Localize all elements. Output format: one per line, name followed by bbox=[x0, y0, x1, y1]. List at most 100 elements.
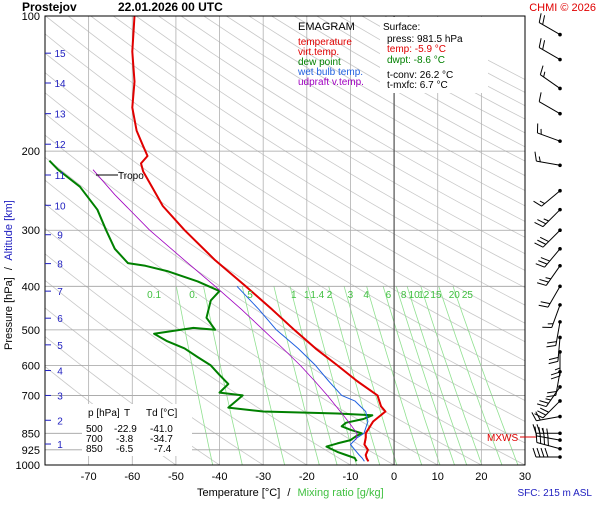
table-header-t: T bbox=[124, 408, 130, 419]
temperature-tick-label: -70 bbox=[81, 471, 97, 483]
wind-barb-full-feather bbox=[540, 237, 548, 241]
y-axis-title: Pressure [hPa] / Altitude [km] bbox=[3, 200, 15, 350]
pressure-tick-label: 500 bbox=[22, 325, 40, 337]
temperature-tick-label: -50 bbox=[168, 471, 184, 483]
wind-barb-full-feather bbox=[536, 264, 545, 267]
wind-barb-full-feather bbox=[539, 38, 541, 47]
wind-barb-full-feather bbox=[537, 283, 546, 286]
wind-barb-full-feather bbox=[548, 436, 549, 445]
wind-barb-full-feather bbox=[534, 201, 542, 206]
wind-barb-full-feather bbox=[544, 435, 545, 444]
mixing-ratio-label: 15 bbox=[430, 290, 442, 301]
altitude-tick-label: 14 bbox=[54, 79, 66, 90]
table-row-2-td: -7.4 bbox=[154, 444, 172, 455]
wind-barb-full-feather bbox=[540, 66, 543, 75]
wind-barb bbox=[537, 264, 562, 285]
wind-barb-shaft bbox=[539, 102, 560, 114]
wind-barb bbox=[535, 228, 562, 247]
wind-barb-station-dot bbox=[558, 163, 562, 167]
wind-barb-full-feather bbox=[545, 448, 548, 457]
mxws-label: MXWS bbox=[487, 433, 518, 444]
surface-height-label: SFC: 215 m ASL bbox=[518, 488, 593, 499]
wind-barb bbox=[535, 152, 562, 167]
wind-barb-full-feather bbox=[537, 220, 545, 224]
wind-barb bbox=[535, 399, 562, 418]
wind-barb bbox=[535, 208, 562, 227]
pressure-tick-label: 1000 bbox=[16, 460, 40, 472]
mixing-ratio-label: 3 bbox=[348, 290, 354, 301]
mixing-ratio-label: 0. bbox=[189, 290, 197, 301]
wind-barb-half-feather bbox=[544, 72, 545, 77]
surface-dwpt: dwpt: -8.6 °C bbox=[387, 55, 445, 66]
table-row-2-p: 850 bbox=[86, 444, 103, 455]
pressure-tick-label: 200 bbox=[22, 146, 40, 158]
wind-barb-full-feather bbox=[537, 411, 545, 415]
x-axis-separator: / bbox=[287, 487, 291, 499]
station-name: Prostejov bbox=[22, 0, 77, 14]
wind-barb-full-feather bbox=[540, 434, 541, 443]
wind-barb-station-dot bbox=[558, 303, 562, 307]
wind-barb-station-dot bbox=[558, 370, 562, 374]
wind-barb-full-feather bbox=[535, 152, 536, 161]
wind-barb-full-feather bbox=[539, 305, 548, 307]
wind-barb bbox=[534, 189, 562, 206]
wind-barb bbox=[533, 448, 562, 459]
altitude-tick-label: 15 bbox=[54, 49, 66, 60]
wind-barb-station-dot bbox=[558, 33, 562, 37]
table-header-td: Td [°C] bbox=[146, 408, 177, 419]
wind-barb-full-feather bbox=[536, 433, 537, 442]
mixing-ratio-label: 25 bbox=[462, 290, 474, 301]
wind-barb-full-feather bbox=[535, 222, 543, 226]
pressure-tick-label: 600 bbox=[22, 360, 40, 372]
wind-barb bbox=[536, 433, 562, 450]
wind-barb-full-feather bbox=[543, 40, 545, 49]
wind-barb-station-dot bbox=[558, 208, 562, 212]
sounding-datetime: 22.01.2026 00 UTC bbox=[118, 0, 223, 14]
wind-barb bbox=[539, 38, 562, 61]
wind-barb-half-feather bbox=[544, 219, 549, 221]
wind-barb-half-feather bbox=[555, 368, 560, 370]
temperature-tick-label: -40 bbox=[212, 471, 228, 483]
wind-barb-full-feather bbox=[543, 15, 545, 24]
x-axis-temperature-label: Temperature [°C] bbox=[197, 487, 280, 499]
wind-barb-station-dot bbox=[558, 87, 562, 91]
wind-barb-full-feather bbox=[539, 279, 548, 282]
wind-barb-station-dot bbox=[558, 432, 562, 436]
mixing-ratio-label: 2 bbox=[327, 290, 333, 301]
wind-barb-station-dot bbox=[558, 285, 562, 289]
temperature-tick-label: 30 bbox=[519, 471, 531, 483]
x-axis-title: Temperature [°C] / Mixing ratio [g/kg] bbox=[197, 487, 384, 499]
mixing-ratio-label: 1 bbox=[291, 290, 297, 301]
wind-barb-half-feather bbox=[546, 399, 551, 400]
wind-barb bbox=[539, 285, 562, 308]
mixing-ratio-label: 5 bbox=[247, 290, 253, 301]
table-row-2-t: -6.5 bbox=[116, 444, 134, 455]
wind-barb-station-dot bbox=[558, 320, 562, 324]
altitude-tick-label: 10 bbox=[54, 201, 66, 212]
pressure-tick-label: 700 bbox=[22, 390, 40, 402]
temperature-tick-label: -20 bbox=[299, 471, 315, 483]
legend-item-updraft: udpraft v.temp. bbox=[298, 77, 364, 88]
temperature-tick-label: -30 bbox=[255, 471, 271, 483]
mixing-ratio-label: 0.1 bbox=[147, 290, 161, 301]
wind-barb bbox=[539, 92, 562, 115]
copyright-label: CHMI © 2026 bbox=[529, 2, 596, 14]
wind-barb-station-dot bbox=[558, 385, 562, 389]
temperature-tick-label: -10 bbox=[343, 471, 359, 483]
wind-barb-full-feather bbox=[541, 302, 550, 304]
mixing-ratio-label: 6 bbox=[386, 290, 392, 301]
wind-barb-full-feather bbox=[547, 342, 556, 343]
temperature-tick-label: 10 bbox=[432, 471, 444, 483]
mixing-ratio-label: 1 bbox=[304, 290, 310, 301]
wind-barb-half-feather bbox=[546, 278, 551, 279]
wind-barb-station-dot bbox=[558, 112, 562, 116]
wind-barb bbox=[532, 412, 562, 421]
wind-barb-full-feather bbox=[549, 361, 558, 363]
wind-barb-full-feather bbox=[537, 404, 546, 407]
wind-barb bbox=[536, 247, 562, 267]
y-axis-pressure-label: Pressure [hPa] bbox=[3, 277, 15, 350]
pressure-tick-label: 400 bbox=[22, 281, 40, 293]
altitude-tick-label: 3 bbox=[57, 391, 63, 402]
